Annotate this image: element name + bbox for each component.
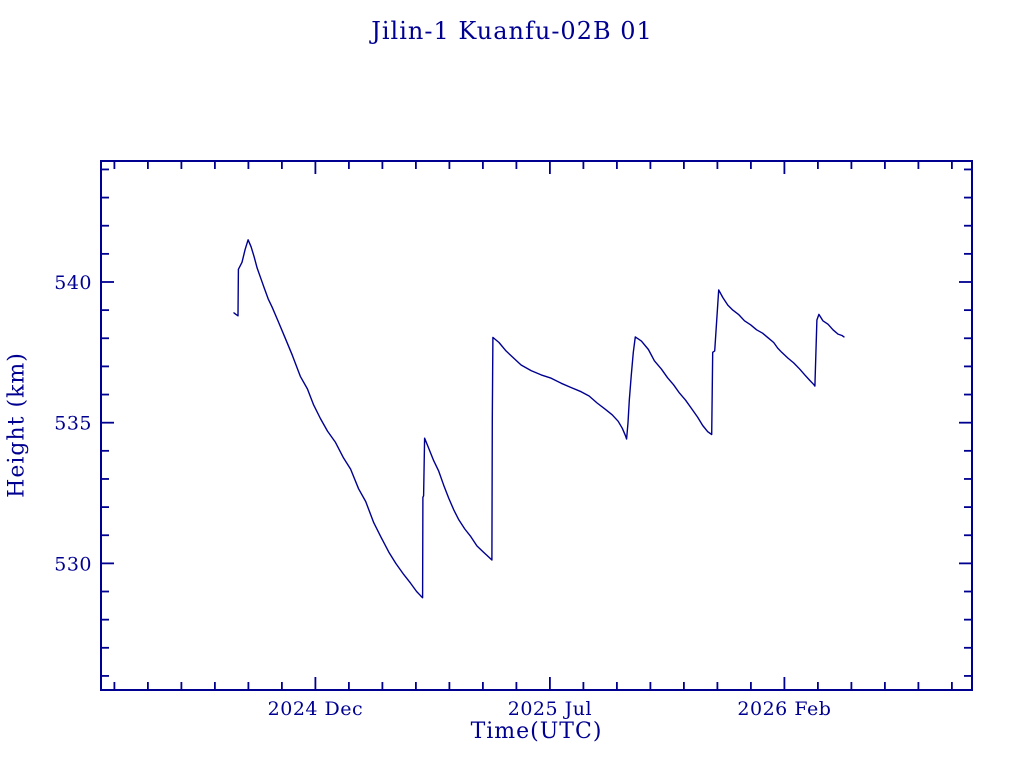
x-axis-label: Time(UTC) xyxy=(470,719,603,744)
y-tick-label: 535 xyxy=(54,413,92,435)
y-tick-label: 540 xyxy=(54,272,92,294)
x-tick-label: 2026 Feb xyxy=(737,698,831,720)
plot-frame xyxy=(100,160,973,691)
y-axis-label: Height (km) xyxy=(4,352,30,498)
y-tick-label: 530 xyxy=(54,553,92,575)
x-tick-label: 2024 Dec xyxy=(268,698,364,720)
height-curve xyxy=(233,239,845,599)
x-tick-label: 2025 Jul xyxy=(508,698,592,720)
chart-title: Jilin-1 Kuanfu-02B 01 xyxy=(371,17,653,45)
